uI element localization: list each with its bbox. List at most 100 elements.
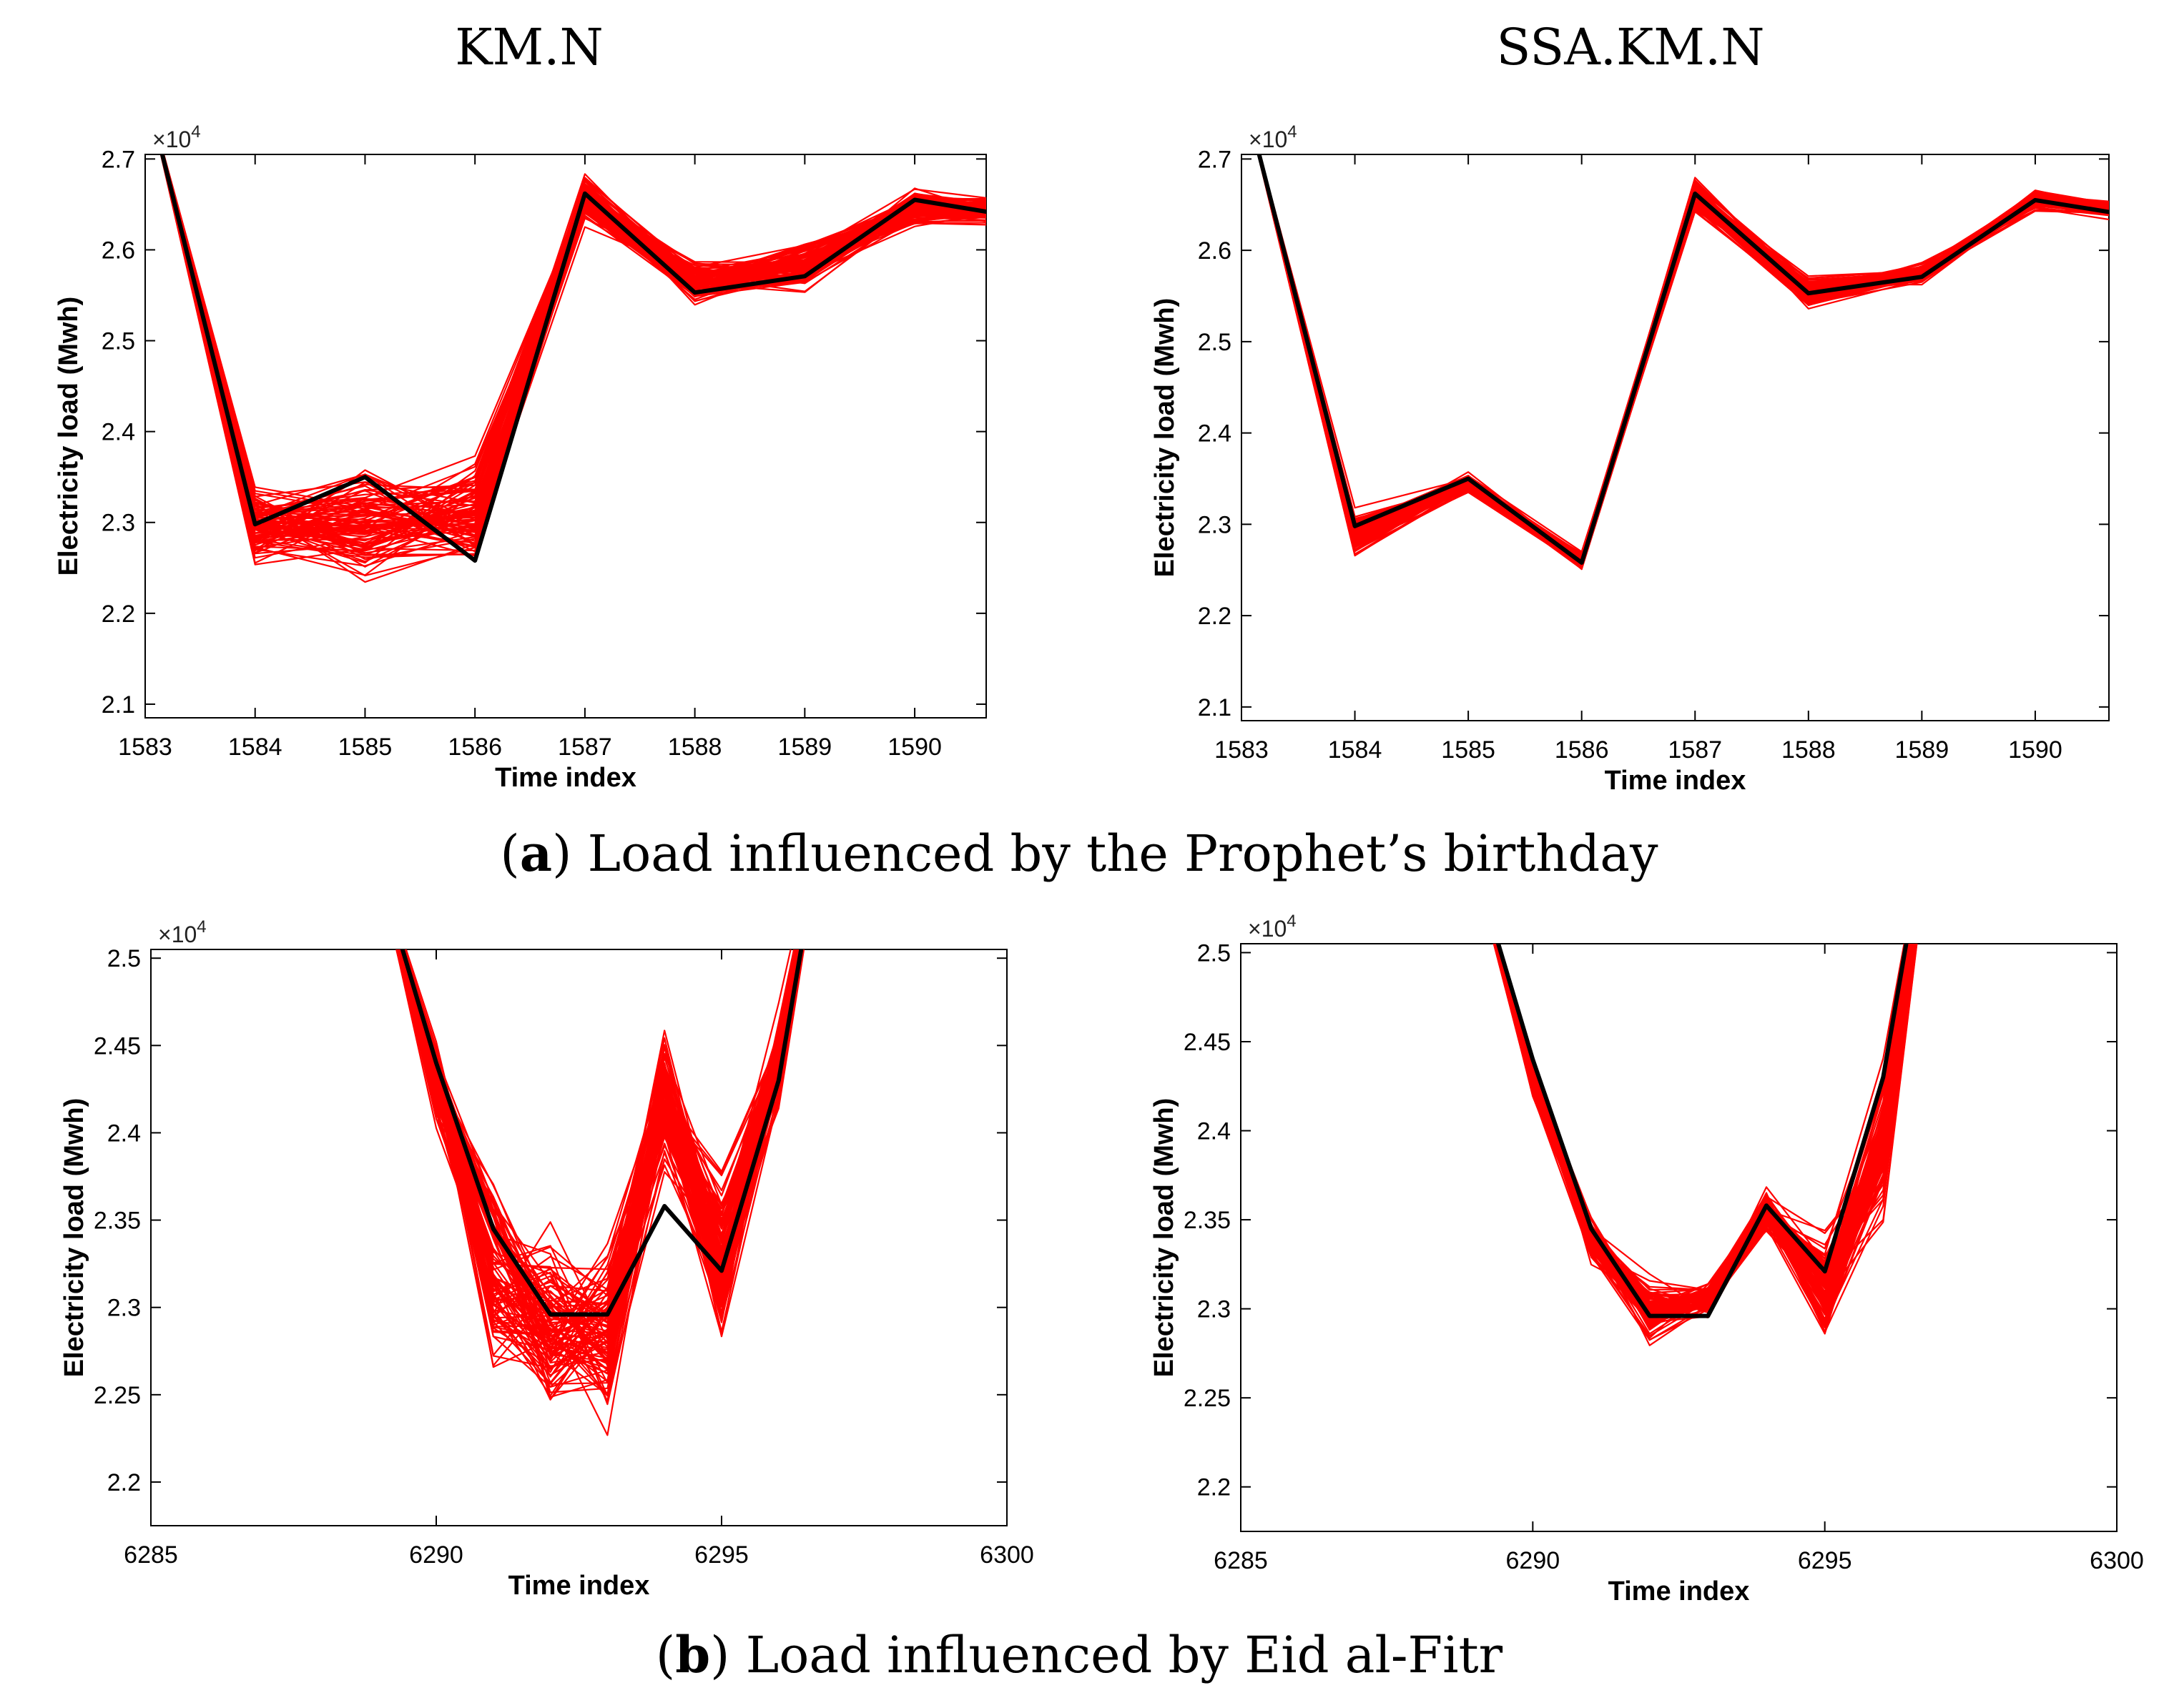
- x-tick-label: 1590: [887, 734, 942, 761]
- y-tick-label: 2.25: [1184, 1385, 1231, 1412]
- y-tick-label: 2.7: [1198, 146, 1231, 173]
- y-tick-label: 2.4: [1198, 420, 1231, 448]
- y-multiplier-base: ×10: [158, 922, 197, 947]
- ensemble-line: [1495, 944, 1913, 1310]
- caption-a-open: (: [500, 824, 519, 883]
- y-multiplier-exp: 4: [197, 917, 206, 937]
- y-multiplier: ×104: [152, 122, 201, 152]
- y-tick-label: 2.2: [1197, 1474, 1231, 1501]
- y-tick-label: 2.1: [1198, 694, 1231, 721]
- caption-b-open: (: [656, 1626, 675, 1684]
- actual-load-line: [1495, 944, 1909, 1318]
- y-tick-label: 2.35: [1184, 1207, 1231, 1234]
- y-tick-label: 2.4: [1197, 1118, 1231, 1145]
- actual-load-line: [159, 154, 986, 563]
- y-tick-label: 2.7: [102, 146, 135, 173]
- chart-a-right: 1583 1584 1585 1586 1587 1588 1589 1590 2.1 2.2 2.…: [1150, 122, 2110, 796]
- x-axis-label: Time index: [1605, 766, 1746, 796]
- actual-load-line: [1256, 154, 2109, 565]
- y-tick-label: 2.35: [94, 1208, 141, 1235]
- x-tick-label: 1583: [118, 734, 172, 761]
- series-group: [1492, 944, 1918, 1346]
- x-tick-label: 1590: [2008, 736, 2062, 764]
- y-tick-label: 2.5: [107, 945, 141, 972]
- caption-a-text: ) Load influenced by the Prophet’s birth…: [552, 824, 1658, 883]
- y-tick-label: 2.5: [1198, 329, 1231, 356]
- y-tick-label: 2.6: [102, 237, 135, 264]
- plot-frame: [150, 949, 1008, 1526]
- x-tick-label: 1585: [338, 734, 393, 761]
- caption-b-label: b: [675, 1625, 710, 1684]
- ensemble-line: [161, 154, 986, 557]
- y-multiplier-exp: 4: [1287, 912, 1296, 931]
- x-tick-label: 1589: [778, 734, 832, 761]
- x-axis-label: Time index: [508, 1571, 650, 1601]
- caption-b-text: ) Load influenced by Eid al-Fitr: [710, 1626, 1503, 1684]
- caption-b: (b) Load influenced by Eid al-Fitr: [656, 1625, 1503, 1684]
- ensemble-line: [1258, 154, 2109, 563]
- x-tick-label: 6300: [980, 1541, 1034, 1569]
- x-tick-label: 1583: [1214, 736, 1269, 764]
- y-tick-label: 2.3: [1198, 511, 1231, 538]
- actual-load-line: [400, 949, 804, 1317]
- series-group: [395, 949, 805, 1436]
- y-multiplier: ×104: [158, 917, 207, 947]
- x-tick-label: 6290: [409, 1541, 463, 1569]
- y-axis-label: Electricity load (Mwh): [1149, 1098, 1179, 1378]
- caption-a: (a) Load influenced by the Prophet’s bir…: [500, 824, 1658, 883]
- x-tick-label: 1586: [1555, 736, 1609, 764]
- x-tick-label: 6300: [2090, 1547, 2144, 1574]
- ensemble-line: [1494, 944, 1913, 1308]
- y-multiplier-exp: 4: [191, 122, 200, 142]
- ensemble-line: [397, 949, 803, 1371]
- x-tick-label: 6295: [694, 1541, 749, 1569]
- y-tick-label: 2.45: [1184, 1029, 1231, 1056]
- y-tick-label: 2.3: [107, 1295, 141, 1322]
- series-group: [1256, 154, 2109, 571]
- y-tick-label: 2.3: [1197, 1296, 1231, 1323]
- y-multiplier: ×104: [1248, 912, 1297, 942]
- ensemble-line: [398, 949, 798, 1322]
- y-multiplier-base: ×10: [1248, 916, 1287, 942]
- y-multiplier-base: ×10: [152, 127, 191, 152]
- x-tick-label: 1584: [1328, 736, 1382, 764]
- chart-a-left: 1583 1584 1585 1586 1587 1588 1589 1590 2.1 2.2 2.…: [54, 122, 987, 793]
- caption-a-label: a: [520, 824, 552, 883]
- y-tick-label: 2.2: [102, 601, 135, 628]
- column-title-right: SSA.KM.N: [1497, 18, 1765, 76]
- x-tick-label: 6285: [124, 1541, 178, 1569]
- x-tick-label: 1588: [668, 734, 722, 761]
- chart-b-right: 6285 6290 6295 6300 2.2 2.25 2.3 2.35 2.4 2.45 2.5…: [1149, 912, 2144, 1606]
- y-axis-label: Electricity load (Mwh): [1150, 298, 1180, 578]
- chart-b-left: 6285 6290 6295 6300 2.2 2.25 2.3 2.35 2.4 2.45 2.5…: [59, 917, 1034, 1601]
- x-tick-label: 6285: [1214, 1547, 1268, 1574]
- y-tick-label: 2.3: [102, 510, 135, 537]
- x-tick-label: 6290: [1506, 1547, 1560, 1574]
- y-tick-label: 2.5: [102, 328, 135, 355]
- x-axis-label: Time index: [495, 763, 636, 793]
- y-multiplier: ×104: [1249, 122, 1297, 152]
- x-tick-label: 1589: [1895, 736, 1949, 764]
- x-tick-label: 1584: [228, 734, 282, 761]
- y-tick-label: 2.4: [107, 1120, 141, 1147]
- y-tick-label: 2.45: [94, 1032, 141, 1060]
- x-tick-label: 1586: [448, 734, 502, 761]
- y-multiplier-base: ×10: [1249, 127, 1287, 152]
- y-tick-label: 2.1: [102, 691, 135, 719]
- x-tick-label: 1588: [1781, 736, 1836, 764]
- plot-frame: [1240, 943, 2118, 1532]
- x-tick-label: 1587: [558, 734, 612, 761]
- y-tick-label: 2.2: [1198, 603, 1231, 630]
- ensemble-line: [1257, 154, 2109, 561]
- y-axis-label: Electricity load (Mwh): [54, 297, 84, 576]
- y-axis-label: Electricity load (Mwh): [59, 1098, 89, 1378]
- y-multiplier-exp: 4: [1287, 122, 1297, 142]
- y-tick-label: 2.4: [102, 419, 135, 446]
- y-tick-label: 2.6: [1198, 237, 1231, 265]
- y-tick-label: 2.2: [107, 1469, 141, 1496]
- y-tick-label: 2.25: [94, 1382, 141, 1409]
- column-title-left: KM.N: [455, 18, 603, 76]
- x-tick-label: 1587: [1668, 736, 1722, 764]
- x-tick-label: 1585: [1441, 736, 1495, 764]
